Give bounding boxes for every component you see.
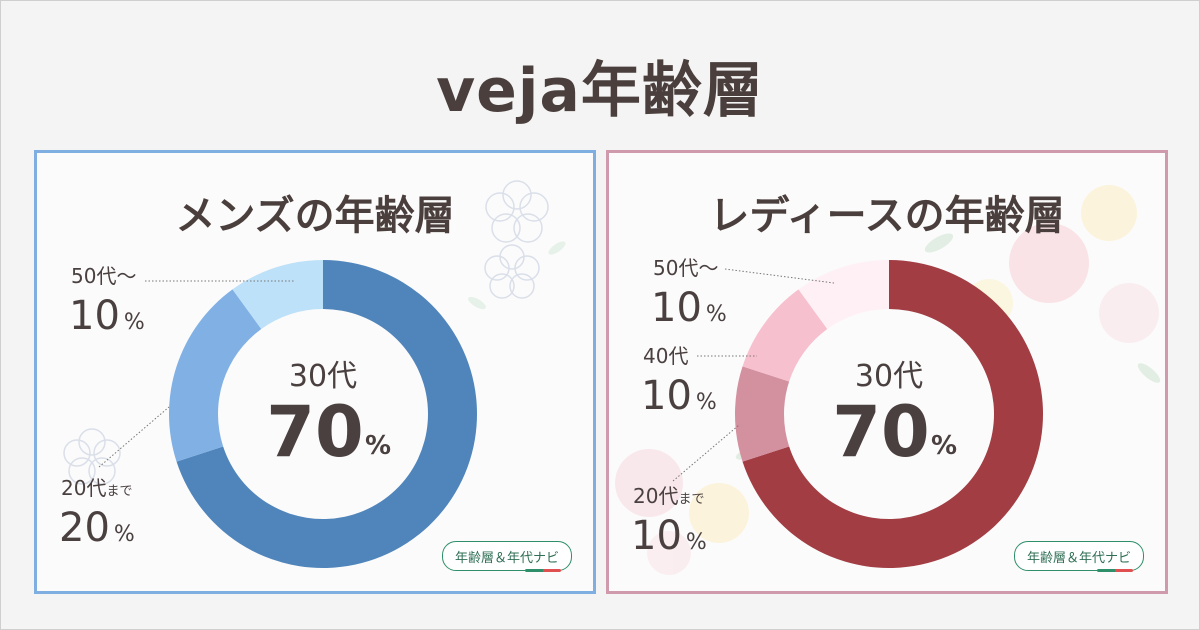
callout-category-label: 20代まで — [633, 484, 704, 508]
center-unit-label: % — [931, 431, 957, 461]
center-value-label: 70 — [832, 391, 929, 473]
callout-2: 20代まで 10% — [631, 424, 740, 559]
slice-2 — [742, 289, 828, 382]
callout-category-label: 50代～ — [653, 256, 718, 280]
callout-leader-line — [672, 424, 740, 482]
callout-value-label: 10% — [631, 513, 707, 559]
site-badge: 年齢層＆年代ナビ — [442, 541, 573, 572]
women-chart-title: レディースの年齢層 — [709, 193, 1065, 239]
women-panel: レディースの年齢層 30代 70% 50代～ 10% 40代 10% 20代まで 10% 年齢… — [606, 150, 1168, 594]
men-chart-title: メンズの年齢層 — [175, 193, 455, 239]
center-unit-label: % — [365, 431, 391, 461]
slice-0 — [742, 260, 1043, 568]
center-category-label: 30代 — [289, 359, 357, 394]
center-value-label: 70 — [266, 391, 363, 473]
callout-leader-line — [724, 268, 835, 284]
callout-value-label: 20% — [59, 505, 135, 551]
callout-leader-line — [98, 406, 170, 468]
callout-category-label: 40代 — [643, 344, 688, 368]
callout-category-label: 50代～ — [71, 264, 136, 288]
men-panel: メンズの年齢層 30代 70% 50代～ 10% 20代まで 20% 年齢層＆年代ナビ — [34, 150, 596, 594]
callout-1: 20代まで 20% — [59, 406, 170, 551]
page-title: veja年齢層 — [436, 56, 764, 126]
slice-0 — [176, 260, 477, 568]
slice-1 — [168, 289, 262, 462]
callout-value-label: 10% — [651, 285, 727, 331]
site-badge: 年齢層＆年代ナビ — [1014, 541, 1145, 572]
slice-3 — [798, 260, 889, 330]
callout-value-label: 10% — [641, 373, 717, 419]
callout-value-label: 10% — [69, 293, 145, 339]
slice-1 — [735, 366, 790, 462]
slice-2 — [232, 260, 323, 330]
flower-decoration-men — [63, 180, 566, 485]
center-category-label: 30代 — [855, 359, 923, 394]
callout-category-label: 20代まで — [61, 476, 132, 500]
